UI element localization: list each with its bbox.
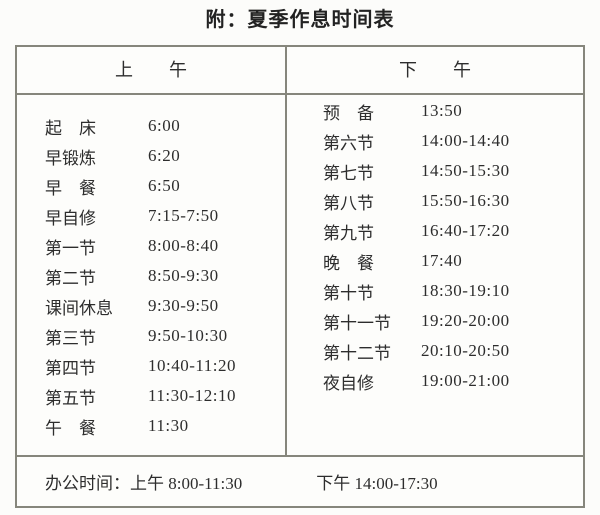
activity-time: 20:10-20:50 [421, 341, 510, 360]
schedule-row: 第一节 8:00-8:40 [45, 231, 285, 261]
schedule-row: 课间休息 9:30-9:50 [45, 291, 285, 321]
activity-label: 早锻炼 [45, 148, 96, 168]
activity-label: 第九节 [323, 223, 374, 243]
schedule-row: 第八节 15:50-16:30 [323, 186, 583, 216]
activity-time: 8:50-9:30 [148, 266, 219, 285]
activity-time: 6:20 [148, 146, 181, 165]
activity-time: 16:40-17:20 [421, 221, 510, 240]
activity-label: 早自修 [45, 208, 96, 228]
schedule-row: 早自修 7:15-7:50 [45, 201, 285, 231]
activity-time: 11:30 [148, 416, 189, 435]
activity-label: 课间休息 [45, 298, 113, 318]
activity-label: 预 备 [323, 103, 374, 123]
activity-time: 14:00-14:40 [421, 131, 510, 150]
activity-time: 8:00-8:40 [148, 236, 219, 255]
schedule-row: 第十二节 20:10-20:50 [323, 336, 583, 366]
activity-time: 19:00-21:00 [421, 371, 510, 390]
schedule-row: 第十一节 19:20-20:00 [323, 306, 583, 336]
schedule-row: 早锻炼 6:20 [45, 141, 285, 171]
activity-time: 17:40 [421, 251, 463, 270]
summer-timetable: 上 午 下 午 起 床 6:00 早锻炼 6:20 早 餐 6:50 早自修 7:15-7:5… [15, 45, 585, 508]
header-morning: 上 午 [115, 60, 187, 80]
office-hours-label: 办公时间： [45, 474, 130, 493]
activity-label: 第四节 [45, 358, 96, 378]
activity-label: 第三节 [45, 328, 96, 348]
activity-time: 6:50 [148, 176, 181, 195]
timetable-body: 起 床 6:00 早锻炼 6:20 早 餐 6:50 早自修 7:15-7:50 第一节 8:00… [17, 95, 583, 457]
schedule-row: 第四节 10:40-11:20 [45, 351, 285, 381]
office-hours-morning: 上午 8:00-11:30 [130, 474, 243, 493]
afternoon-schedule-cell: 预 备 13:50 第六节 14:00-14:40 第七节 14:50-15:30 第八节 1… [285, 95, 583, 455]
activity-time: 19:20-20:00 [421, 311, 510, 330]
activity-label: 第五节 [45, 388, 96, 408]
activity-time: 10:40-11:20 [148, 356, 236, 375]
schedule-row: 夜自修 19:00-21:00 [323, 366, 583, 396]
schedule-row: 第九节 16:40-17:20 [323, 216, 583, 246]
schedule-row: 第七节 14:50-15:30 [323, 156, 583, 186]
page-title: 附：夏季作息时间表 [205, 9, 395, 31]
schedule-row: 午 餐 11:30 [45, 411, 285, 441]
morning-schedule-cell: 起 床 6:00 早锻炼 6:20 早 餐 6:50 早自修 7:15-7:50 第一节 8:00… [17, 95, 285, 455]
activity-time: 6:00 [148, 116, 181, 135]
activity-label: 起 床 [45, 118, 96, 138]
activity-time: 14:50-15:30 [421, 161, 510, 180]
activity-label: 第十一节 [323, 313, 391, 333]
activity-label: 第十二节 [323, 343, 391, 363]
schedule-row: 早 餐 6:50 [45, 171, 285, 201]
activity-time: 18:30-19:10 [421, 281, 510, 300]
activity-label: 第七节 [323, 163, 374, 183]
schedule-row: 第六节 14:00-14:40 [323, 126, 583, 156]
schedule-row: 起 床 6:00 [45, 111, 285, 141]
activity-label: 第一节 [45, 238, 96, 258]
schedule-row: 第十节 18:30-19:10 [323, 276, 583, 306]
activity-time: 13:50 [421, 101, 463, 120]
activity-label: 第六节 [323, 133, 374, 153]
activity-label: 第八节 [323, 193, 374, 213]
activity-label: 夜自修 [323, 373, 374, 393]
schedule-row: 晚 餐 17:40 [323, 246, 583, 276]
activity-label: 午 餐 [45, 418, 96, 438]
schedule-row: 第二节 8:50-9:30 [45, 261, 285, 291]
schedule-row: 第三节 9:50-10:30 [45, 321, 285, 351]
activity-time: 11:30-12:10 [148, 386, 236, 405]
activity-time: 9:50-10:30 [148, 326, 228, 345]
activity-time: 9:30-9:50 [148, 296, 219, 315]
header-afternoon: 下 午 [285, 47, 583, 93]
activity-label: 晚 餐 [323, 253, 374, 273]
schedule-row: 预 备 13:50 [323, 96, 583, 126]
activity-label: 第二节 [45, 268, 96, 288]
activity-label: 早 餐 [45, 178, 96, 198]
office-hours-row: 办公时间： 上午 8:00-11:30 下午 14:00-17:30 [17, 457, 583, 506]
activity-time: 15:50-16:30 [421, 191, 510, 210]
schedule-row: 第五节 11:30-12:10 [45, 381, 285, 411]
activity-label: 第十节 [323, 283, 374, 303]
activity-time: 7:15-7:50 [148, 206, 219, 225]
timetable-header-row: 上 午 下 午 [17, 47, 583, 95]
office-hours-afternoon: 下午 14:00-17:30 [316, 474, 438, 493]
